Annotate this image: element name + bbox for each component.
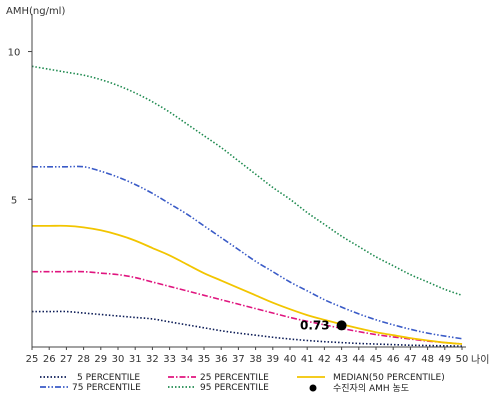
x-tick-label-45: 45 xyxy=(370,354,383,365)
x-tick-label-43: 43 xyxy=(335,354,348,365)
series-line-25-percentile xyxy=(32,270,463,345)
patient-amh-marker xyxy=(336,320,347,331)
x-tick-label-36: 36 xyxy=(215,354,228,365)
legend-label-75-percentile: 75 PERCENTILE xyxy=(72,383,141,393)
x-tick-label-50: 50 xyxy=(456,354,469,365)
x-tick-label-27: 27 xyxy=(60,354,73,365)
x-tick-label-28: 28 xyxy=(77,354,90,365)
x-tick-label-25: 25 xyxy=(26,354,39,365)
x-tick-label-31: 31 xyxy=(129,354,142,365)
x-tick-label-35: 35 xyxy=(198,354,211,365)
legend: 5 PERCENTILE 25 PERCENTILE MEDIAN(50 PERCE… xyxy=(40,373,445,394)
x-tick-label-44: 44 xyxy=(352,354,365,365)
series-line-75-percentile xyxy=(31,165,463,340)
x-tick-label-46: 46 xyxy=(387,354,400,365)
y-axis-title: AMH(ng/ml) xyxy=(6,6,65,17)
x-tick-label-38: 38 xyxy=(249,354,262,365)
ticks-layer: 5 10 25 26 27 28 29 30 31 32 33 34 35 36 37 38 39 40 41 42 4… xyxy=(8,48,469,365)
legend-swatch-patient-amh xyxy=(309,384,317,392)
legend-label-patient-amh: 수진자의 AMH 농도 xyxy=(333,383,409,394)
x-tick-label-34: 34 xyxy=(180,354,193,365)
series-line-median-50-percentile xyxy=(32,224,463,345)
legend-label-median-50-percentile: MEDIAN(50 PERCENTILE) xyxy=(333,373,445,383)
x-tick-label-49: 49 xyxy=(438,354,451,365)
x-tick-label-32: 32 xyxy=(146,354,159,365)
series-line-95-percentile xyxy=(31,65,463,297)
x-tick-label-39: 39 xyxy=(266,354,279,365)
x-axis-title: 나이 xyxy=(471,354,489,366)
legend-label-95-percentile: 95 PERCENTILE xyxy=(200,383,269,393)
series-layer xyxy=(31,65,463,347)
x-tick-label-26: 26 xyxy=(43,354,56,365)
series-line-5-percentile xyxy=(32,310,463,347)
x-tick-label-30: 30 xyxy=(112,354,125,365)
axes-layer: AMH(ng/ml) 나이 xyxy=(6,6,489,366)
legend-label-5-percentile: 5 PERCENTILE xyxy=(77,373,140,383)
legend-label-25-percentile: 25 PERCENTILE xyxy=(200,373,269,383)
x-tick-label-40: 40 xyxy=(284,354,297,365)
x-tick-label-33: 33 xyxy=(163,354,176,365)
y-tick-label-5: 5 xyxy=(11,195,17,206)
y-tick-label-10: 10 xyxy=(8,48,21,59)
x-tick-label-42: 42 xyxy=(318,354,331,365)
x-tick-label-29: 29 xyxy=(94,354,107,365)
x-tick-label-37: 37 xyxy=(232,354,245,365)
x-tick-label-41: 41 xyxy=(301,354,314,365)
x-tick-label-48: 48 xyxy=(421,354,434,365)
patient-amh-value-label: 0.73 xyxy=(300,318,330,332)
highlight-layer: 0.73 xyxy=(300,318,347,332)
x-tick-label-47: 47 xyxy=(404,354,417,365)
